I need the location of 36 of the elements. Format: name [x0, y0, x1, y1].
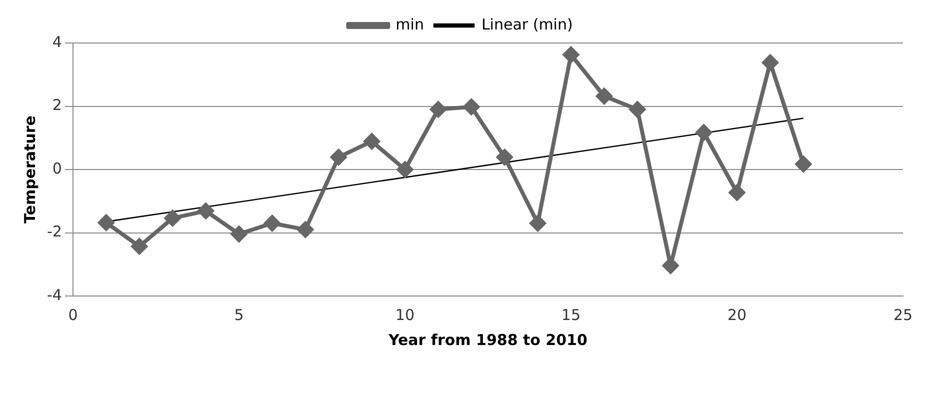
point: [198, 202, 214, 219]
point: [696, 124, 712, 140]
y-tick-label: 4: [52, 32, 62, 51]
x-tick-label: 0: [68, 306, 78, 324]
point: [795, 156, 812, 172]
point: [728, 184, 745, 201]
x-tick-label: 20: [727, 306, 747, 324]
x-axis-title: Year from 1988 to 2010: [388, 330, 588, 349]
x-tick-label: 10: [395, 306, 415, 324]
point: [297, 222, 314, 238]
y-tick-label: 0: [52, 159, 62, 178]
point: [430, 101, 446, 118]
y-tick-label: -2: [46, 222, 62, 241]
legend-label: Linear (min): [481, 15, 573, 34]
point: [396, 162, 413, 178]
point: [164, 210, 181, 226]
point: [230, 226, 247, 242]
point: [364, 133, 380, 150]
point: [762, 54, 778, 71]
x-tick-label: 25: [893, 306, 913, 324]
x-tick-label: 15: [561, 306, 581, 324]
point: [596, 88, 612, 104]
point: [330, 149, 347, 166]
point: [463, 98, 480, 115]
y-tick-label: 2: [52, 96, 62, 114]
point: [131, 238, 148, 254]
y-tick-label: -4: [46, 286, 62, 304]
point: [562, 46, 579, 63]
point: [264, 215, 280, 232]
y-axis-title: Temperature: [20, 116, 39, 224]
point: [629, 101, 646, 118]
legend-label: min: [396, 15, 424, 34]
x-tick-label: 5: [234, 306, 244, 324]
point: [496, 149, 513, 166]
point: [98, 214, 114, 231]
point: [530, 215, 546, 232]
